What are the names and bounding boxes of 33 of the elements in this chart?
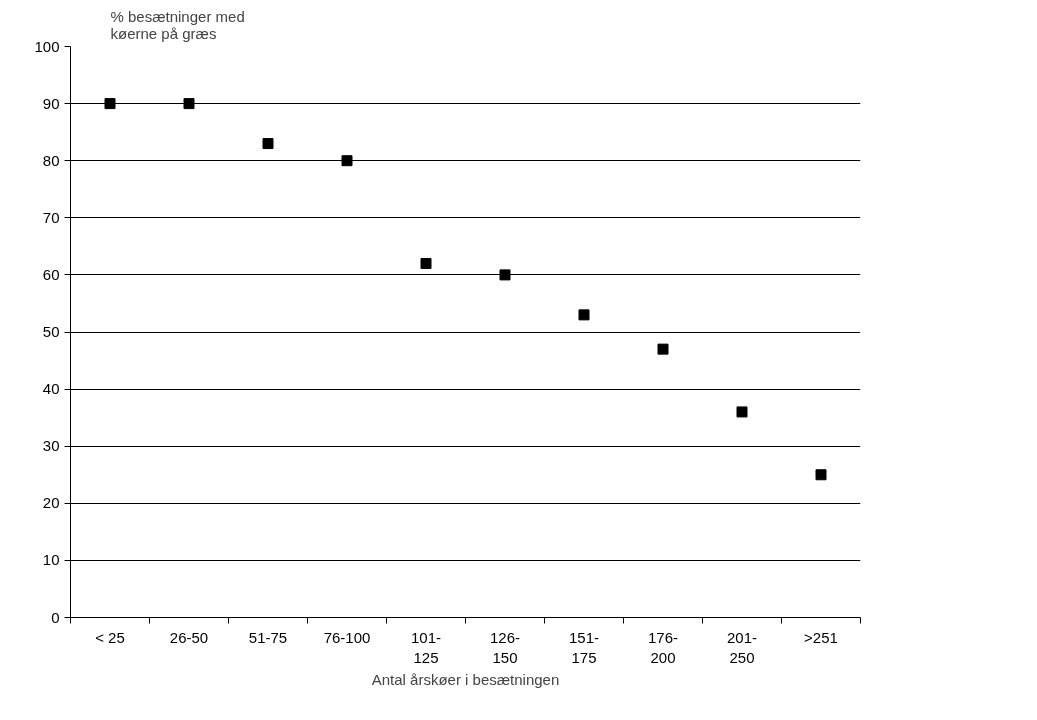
point bbox=[420, 257, 432, 269]
point bbox=[341, 155, 353, 167]
y-tick-label: 40 bbox=[42, 380, 60, 398]
point bbox=[183, 98, 195, 110]
point bbox=[578, 309, 590, 321]
point bbox=[657, 343, 669, 355]
x-tick-label: >251 bbox=[804, 628, 838, 646]
point bbox=[499, 269, 511, 281]
y-tick-label: 10 bbox=[42, 551, 60, 569]
y-tick-label: 70 bbox=[42, 208, 60, 226]
y-tick-label: 60 bbox=[42, 265, 60, 283]
x-tick-label: 176-200 bbox=[647, 628, 679, 666]
x-axis-title: Antal årskøer i besætningen bbox=[371, 670, 560, 688]
y-tick-label: 90 bbox=[42, 94, 60, 112]
x-tick-label: 126-150 bbox=[489, 628, 521, 666]
x-tick-label: 26-50 bbox=[169, 628, 209, 646]
x-tick-label: 76-100 bbox=[323, 628, 371, 646]
point bbox=[736, 406, 748, 418]
x-tick-label: 201-250 bbox=[726, 628, 758, 666]
x-tick-label: < 25 bbox=[95, 628, 125, 646]
y-tick-label: 20 bbox=[42, 494, 60, 512]
x-tick-label: 151-175 bbox=[568, 628, 600, 666]
x-tick-label: 51-75 bbox=[248, 628, 288, 646]
point bbox=[104, 98, 116, 110]
y-axis-title: % besætninger med køerne på græs bbox=[110, 7, 245, 42]
y-tick-label: 30 bbox=[42, 437, 60, 455]
x-tick-label: 101-125 bbox=[410, 628, 442, 666]
y-tick-label: 80 bbox=[42, 151, 60, 169]
y-tick-label: 50 bbox=[42, 323, 60, 340]
point bbox=[815, 469, 827, 481]
point bbox=[262, 138, 274, 150]
y-tick-label: 100 bbox=[34, 37, 60, 55]
y-tick-label: 0 bbox=[51, 608, 60, 626]
